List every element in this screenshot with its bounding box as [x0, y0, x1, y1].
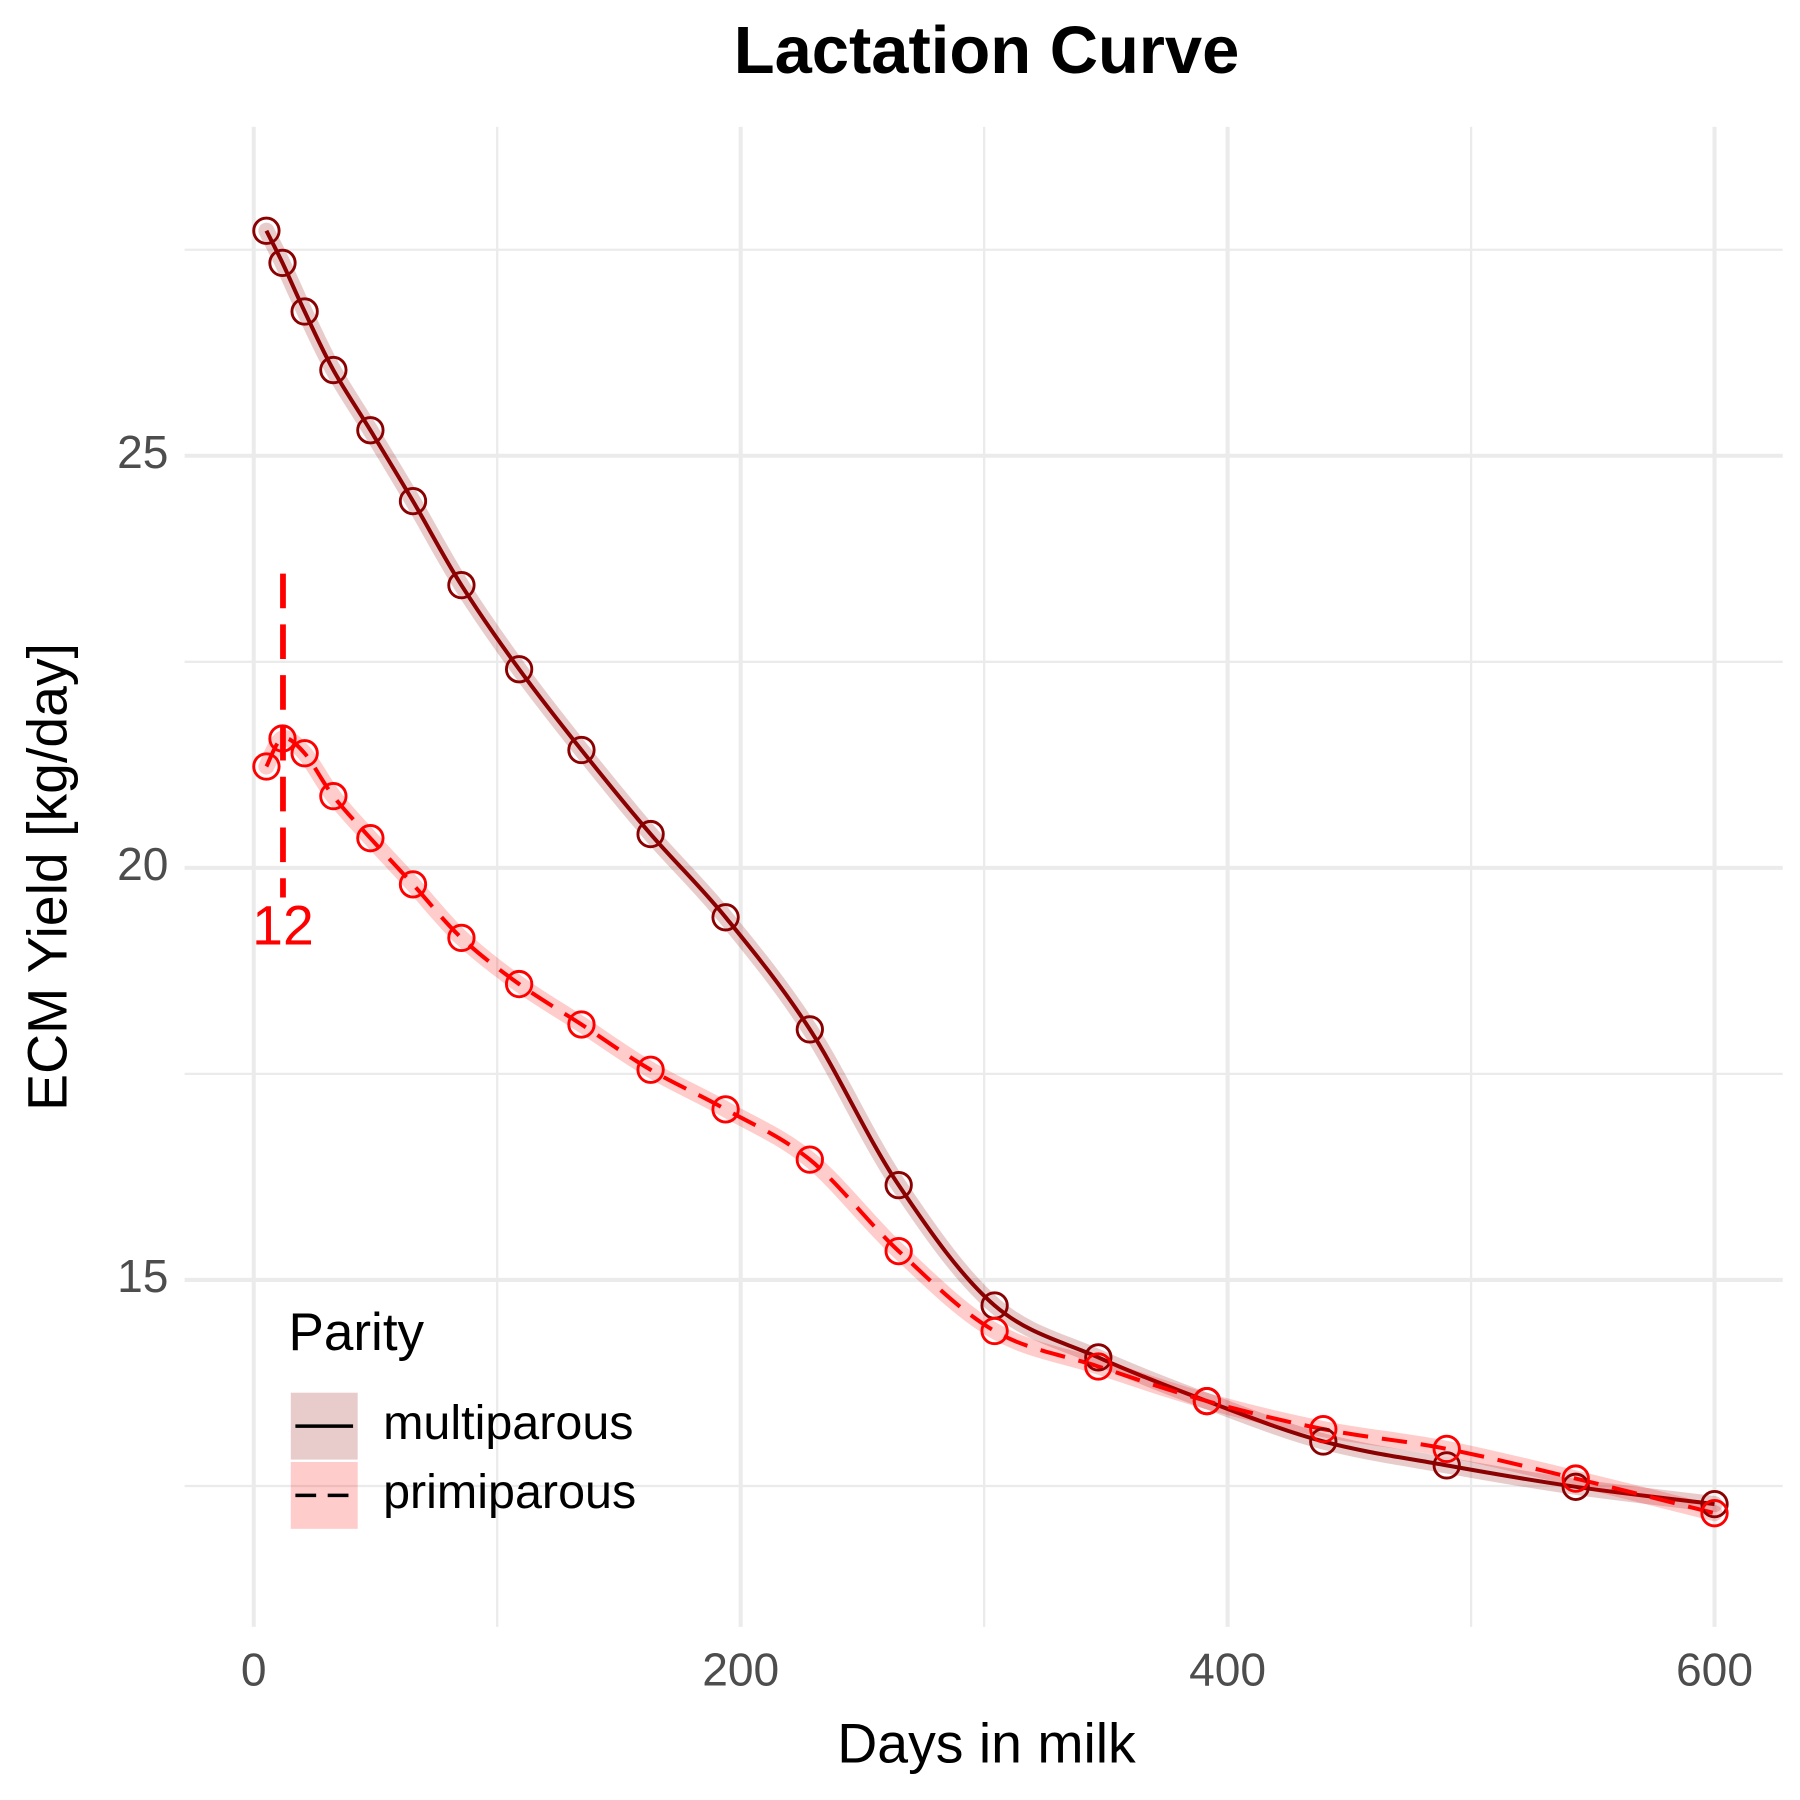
- data-point: [1309, 1427, 1338, 1456]
- data-point: [636, 819, 665, 849]
- data-point: [795, 1145, 824, 1174]
- data-point: [1700, 1489, 1729, 1519]
- x-tick-label: 0: [241, 1643, 267, 1695]
- data-point: [398, 870, 428, 899]
- grid: [184, 126, 1783, 1627]
- legend-label: primiparous: [383, 1465, 636, 1519]
- data-point: [290, 297, 319, 326]
- data-point: [1309, 1414, 1338, 1444]
- data-point: [1192, 1386, 1222, 1416]
- data-point: [447, 923, 476, 953]
- data-point: [636, 1055, 665, 1084]
- data-point: [1561, 1472, 1590, 1501]
- data-point: [567, 735, 596, 765]
- data-point: [1084, 1352, 1113, 1381]
- data-point: [711, 1095, 740, 1124]
- legend-title: Parity: [288, 1303, 424, 1362]
- data-point: [711, 903, 740, 932]
- data-point: [1084, 1343, 1113, 1372]
- data-point: [398, 486, 428, 516]
- data-point: [504, 655, 534, 684]
- x-tick-label: 400: [1189, 1643, 1266, 1695]
- data-point: [1561, 1464, 1590, 1493]
- annotation-label: 12: [252, 894, 314, 956]
- y-axis-label: ECM Yield [kg/day]: [17, 643, 79, 1111]
- legend-label: multiparous: [383, 1396, 633, 1450]
- data-point: [795, 1015, 824, 1044]
- data-point: [447, 571, 476, 600]
- data-point: [1432, 1434, 1461, 1464]
- data-point: [268, 248, 297, 278]
- data-point: [504, 969, 534, 999]
- data-point: [356, 416, 385, 445]
- data-point: [252, 216, 281, 245]
- data-point: [1432, 1451, 1461, 1480]
- data-point: [884, 1171, 913, 1200]
- data-point: [980, 1316, 1009, 1346]
- chart-title: Lactation Curve: [734, 13, 1240, 88]
- data-point: [1700, 1499, 1729, 1528]
- series-line: [264, 736, 1716, 1516]
- x-axis-label: Days in milk: [837, 1713, 1136, 1775]
- data-point: [319, 355, 348, 385]
- x-tick-label: 200: [702, 1643, 779, 1695]
- x-tick-label: 600: [1676, 1643, 1753, 1695]
- data-point: [252, 752, 281, 781]
- data-point: [319, 782, 348, 811]
- y-tick-label: 15: [117, 1250, 168, 1302]
- data-point: [884, 1236, 913, 1266]
- data-point: [356, 824, 385, 853]
- y-tick-label: 20: [117, 838, 168, 890]
- data-point: [567, 1010, 596, 1039]
- y-tick-label: 25: [117, 426, 168, 478]
- data-point: [290, 739, 319, 768]
